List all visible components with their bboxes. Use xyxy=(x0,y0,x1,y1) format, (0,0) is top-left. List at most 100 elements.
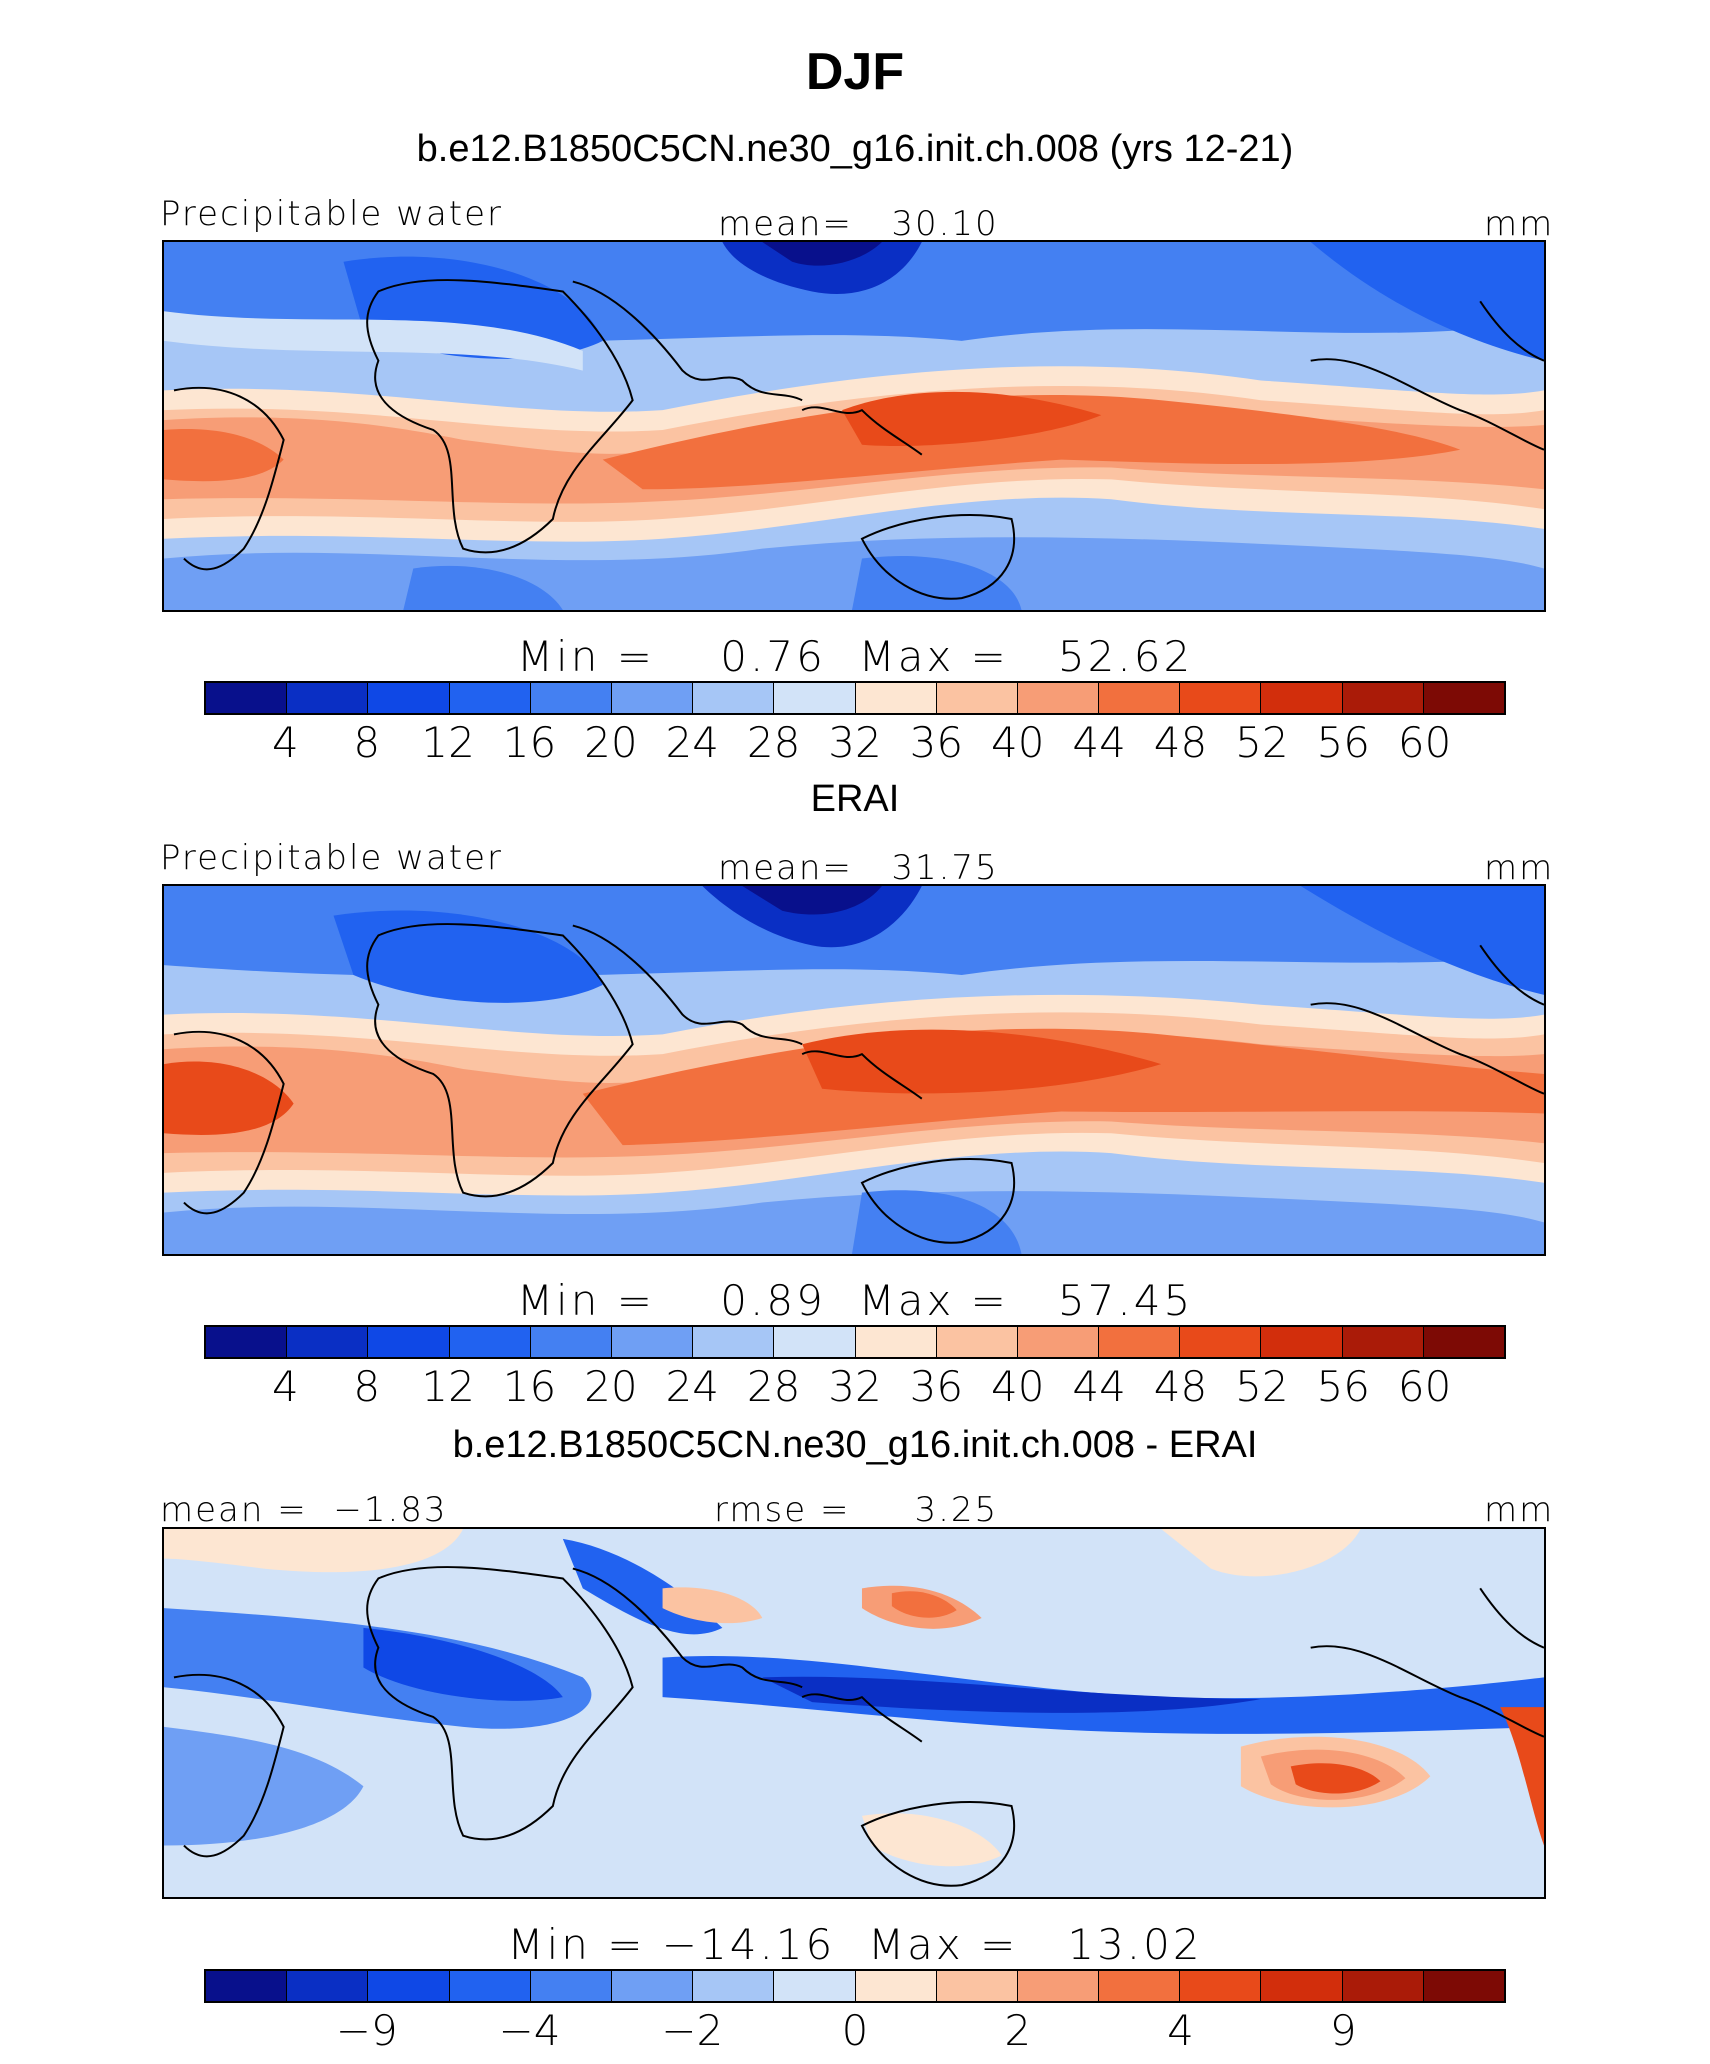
colorbar-segment xyxy=(774,1971,856,2001)
colorbar-segment xyxy=(530,1971,612,2001)
colorbar-tick-label: 4 xyxy=(1167,2006,1194,2055)
colorbar-tick-label: 40 xyxy=(991,1362,1045,1411)
colorbar-segment xyxy=(206,1971,288,2001)
colorbar-tick-label: 44 xyxy=(1072,1362,1126,1411)
panel-3-colorbar xyxy=(204,1969,1506,2003)
colorbar-segment xyxy=(287,1327,369,1357)
panel-3-minmax: Min = −14.16 Max = 13.02 xyxy=(507,1920,1203,1969)
colorbar-tick-label: 44 xyxy=(1072,718,1126,767)
colorbar-tick-label: 36 xyxy=(909,1362,964,1411)
colorbar-segment xyxy=(1423,1327,1504,1357)
colorbar-segment xyxy=(449,1971,531,2001)
panel-1-units-label: mm xyxy=(1484,204,1555,244)
colorbar-tick-label: 20 xyxy=(584,718,638,767)
colorbar-segment xyxy=(368,1971,450,2001)
colorbar-tick-label: 24 xyxy=(665,718,719,767)
panel-2-colorbar-ticks: 4 8 12 16 20 24 28 32 36 40 44 48 52 56 60 xyxy=(204,1362,1506,1412)
panel-1-variable-label: Precipitable water xyxy=(160,194,504,234)
colorbar-tick-label: 9 xyxy=(1329,2006,1357,2055)
colorbar-tick-label: 12 xyxy=(421,718,475,767)
panel-1-colorbar-ticks: 4 8 12 16 20 24 28 32 36 40 44 48 52 56 60 xyxy=(204,718,1506,768)
colorbar-tick-label: −4 xyxy=(498,2006,561,2055)
colorbar-segment xyxy=(1180,683,1262,713)
colorbar-segment xyxy=(611,683,694,713)
panel-3-map xyxy=(162,1527,1546,1899)
colorbar-segment xyxy=(530,1327,612,1357)
colorbar-tick-label: 4 xyxy=(272,718,299,767)
colorbar-tick-label: 40 xyxy=(991,718,1045,767)
colorbar-segment xyxy=(1342,1327,1424,1357)
colorbar-segment xyxy=(855,1971,937,2001)
colorbar-tick-label: 60 xyxy=(1397,718,1452,767)
colorbar-tick-label: 8 xyxy=(353,1362,381,1411)
panel-1-contour-field xyxy=(164,242,1544,610)
colorbar-tick-label: 52 xyxy=(1235,1362,1289,1411)
colorbar-tick-label: 2 xyxy=(1004,2006,1032,2055)
colorbar-tick-label: 16 xyxy=(502,718,557,767)
colorbar-segment xyxy=(774,1327,856,1357)
panel-3-contour-field xyxy=(164,1529,1544,1897)
colorbar-segment xyxy=(1342,1971,1424,2001)
figure-title: DJF xyxy=(805,43,905,101)
panel-2-contour-field xyxy=(164,886,1544,1254)
colorbar-tick-label: 24 xyxy=(665,1362,719,1411)
panel-3-rmse-label: rmse = 3.25 xyxy=(714,1490,999,1530)
colorbar-tick-label: 8 xyxy=(353,718,381,767)
colorbar-tick-label: 56 xyxy=(1316,1362,1370,1411)
panel-2-map xyxy=(162,884,1546,1256)
colorbar-segment xyxy=(1180,1971,1262,2001)
colorbar-tick-label: 12 xyxy=(421,1362,475,1411)
colorbar-segment xyxy=(936,683,1018,713)
colorbar-tick-label: 56 xyxy=(1316,718,1370,767)
panel-3-mean-label: mean = −1.83 xyxy=(160,1490,448,1530)
colorbar-tick-label: 60 xyxy=(1397,1362,1452,1411)
panel-1-minmax: Min = 0.76 Max = 52.62 xyxy=(516,632,1194,681)
colorbar-segment xyxy=(693,1971,775,2001)
colorbar-segment xyxy=(611,1971,694,2001)
colorbar-tick-label: 48 xyxy=(1153,1362,1208,1411)
colorbar-segment xyxy=(693,683,775,713)
colorbar-segment xyxy=(206,683,288,713)
colorbar-segment xyxy=(1099,1971,1181,2001)
colorbar-segment xyxy=(693,1327,775,1357)
panel-2-minmax: Min = 0.89 Max = 57.45 xyxy=(516,1276,1194,1325)
colorbar-segment xyxy=(1099,1327,1181,1357)
colorbar-segment xyxy=(611,1327,694,1357)
colorbar-tick-label: −2 xyxy=(661,2006,724,2055)
colorbar-tick-label: 4 xyxy=(272,1362,299,1411)
colorbar-segment xyxy=(206,1327,288,1357)
panel-3-colorbar-ticks: −9 −4 −2 0 2 4 9 xyxy=(204,2006,1506,2056)
colorbar-segment xyxy=(1423,1971,1504,2001)
colorbar-tick-label: 48 xyxy=(1153,718,1208,767)
colorbar-tick-label: 16 xyxy=(502,1362,557,1411)
panel-2-title: ERAI xyxy=(810,778,900,820)
colorbar-segment xyxy=(1017,683,1100,713)
colorbar-tick-label: 32 xyxy=(828,718,882,767)
colorbar-tick-label: 32 xyxy=(828,1362,882,1411)
colorbar-segment xyxy=(287,683,369,713)
colorbar-tick-label: 52 xyxy=(1235,718,1289,767)
panel-1-map xyxy=(162,240,1546,612)
colorbar-segment xyxy=(1099,683,1181,713)
colorbar-segment xyxy=(368,1327,450,1357)
colorbar-segment xyxy=(855,683,937,713)
colorbar-tick-label: 20 xyxy=(584,1362,638,1411)
colorbar-segment xyxy=(530,683,612,713)
panel-2-units-label: mm xyxy=(1484,848,1555,888)
colorbar-tick-label: 0 xyxy=(841,2006,869,2055)
colorbar-segment xyxy=(1342,683,1424,713)
colorbar-tick-label: 28 xyxy=(746,718,801,767)
colorbar-segment xyxy=(368,683,450,713)
colorbar-segment xyxy=(449,1327,531,1357)
colorbar-segment xyxy=(936,1971,1018,2001)
colorbar-segment xyxy=(1017,1327,1100,1357)
colorbar-segment xyxy=(1423,683,1504,713)
colorbar-segment xyxy=(774,683,856,713)
panel-2-colorbar xyxy=(204,1325,1506,1359)
colorbar-segment xyxy=(287,1971,369,2001)
colorbar-tick-label: −9 xyxy=(335,2006,398,2055)
colorbar-segment xyxy=(1180,1327,1262,1357)
panel-3-title: b.e12.B1850C5CN.ne30_g16.init.ch.008 - E… xyxy=(452,1424,1258,1466)
panel-1-colorbar xyxy=(204,681,1506,715)
panel-1-mean-label: mean= 30.10 xyxy=(718,204,999,244)
